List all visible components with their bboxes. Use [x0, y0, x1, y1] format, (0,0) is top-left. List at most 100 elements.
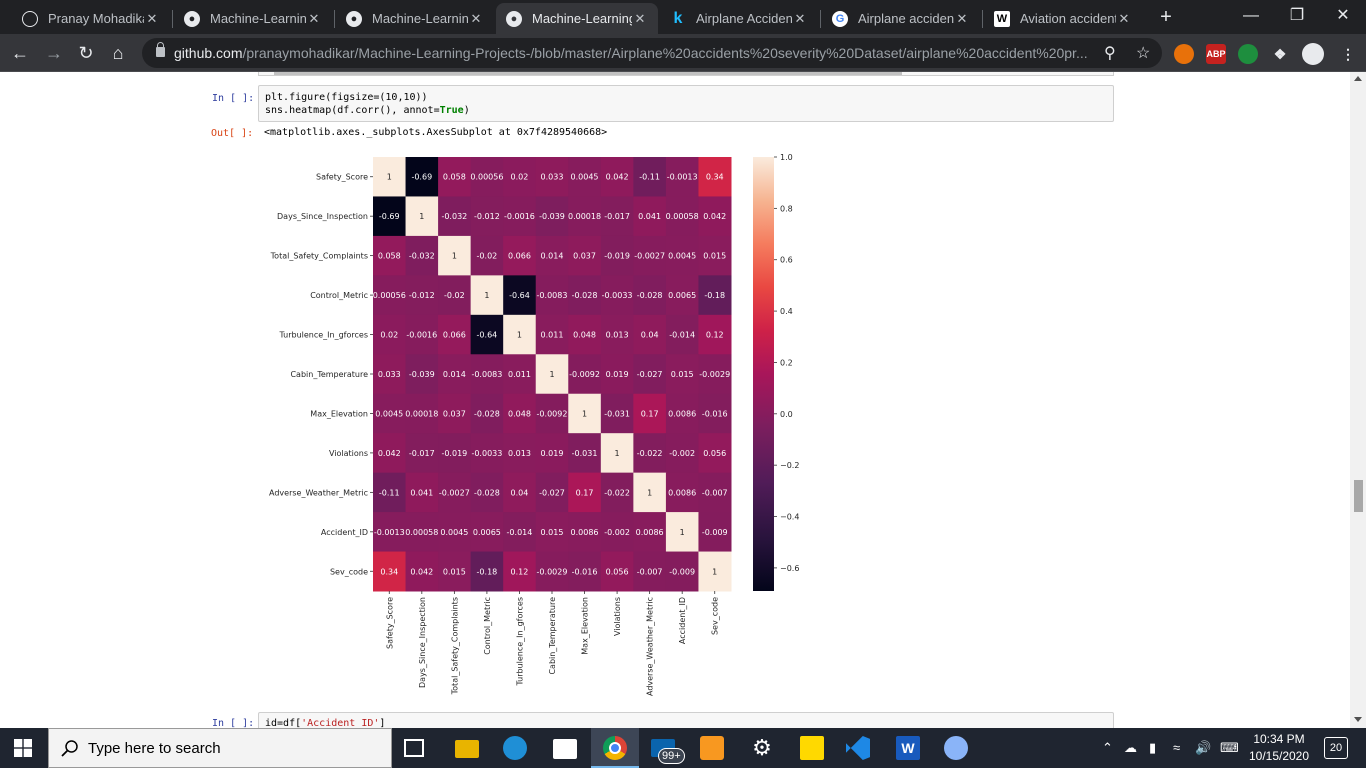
x-tick-label: Cabin_Temperature: [548, 597, 557, 675]
bookmark-star-icon[interactable]: ☆: [1136, 45, 1151, 62]
cell-annotation: -0.69: [379, 212, 400, 221]
menu-kebab-icon[interactable]: ⋮: [1341, 46, 1355, 62]
page-scrollbar[interactable]: [1350, 72, 1366, 728]
zoom-search-icon[interactable]: ⚲: [1104, 45, 1116, 62]
cell-annotation: -0.028: [637, 291, 663, 300]
back-arrow-icon[interactable]: ←: [11, 43, 29, 63]
cell-annotation: -0.028: [474, 488, 500, 497]
battery-icon[interactable]: ▮: [1149, 740, 1157, 755]
windows-taskbar: Type here to search 99+ ⚙ W ⌃ ☁ ▮ ≈ 🔊 ⌨ …: [0, 728, 1366, 768]
minimize-button[interactable]: —: [1243, 7, 1259, 24]
store-icon[interactable]: [553, 739, 577, 759]
notification-center-icon[interactable]: 20: [1324, 737, 1348, 759]
cell-annotation: 0.042: [606, 173, 629, 182]
url-text[interactable]: github.com/pranaymohadikar/Machine-Learn…: [174, 45, 1094, 61]
colorbar-tick-label: 0.8: [780, 204, 793, 213]
chrome-taskbar-button[interactable]: [591, 728, 639, 768]
heatmap-cell: [470, 393, 504, 434]
cell-annotation: 0.34: [706, 173, 724, 182]
cell-annotation: 0.048: [508, 409, 531, 418]
reload-icon[interactable]: ↻: [78, 43, 94, 63]
cell-annotation: 0.0086: [571, 528, 599, 537]
onedrive-icon[interactable]: ☁: [1124, 740, 1137, 755]
heatmap-cell: [698, 314, 732, 355]
tab-6[interactable]: G Airplane accidents ✕: [822, 3, 980, 34]
cell-annotation: 0.00018: [568, 212, 601, 221]
heatmap-cell: [568, 354, 602, 395]
edge-icon[interactable]: [503, 736, 527, 760]
sublime-icon[interactable]: [700, 736, 724, 760]
windows-start-icon[interactable]: [14, 739, 32, 757]
tab-strip: Pranay Mohadikar ✕ ● Machine-Learning ✕ …: [0, 0, 1366, 34]
cell-annotation: -0.039: [409, 370, 435, 379]
tab-1[interactable]: Pranay Mohadikar ✕: [12, 3, 170, 34]
colorbar-tick-label: −0.6: [780, 564, 799, 573]
heatmap-cell: [633, 235, 667, 276]
sticky-notes-icon[interactable]: [800, 736, 824, 760]
heatmap-cell: [503, 551, 537, 592]
avatar[interactable]: [1302, 43, 1324, 65]
heatmap-cell: [698, 393, 732, 434]
close-icon[interactable]: ✕: [794, 10, 806, 26]
close-icon[interactable]: ✕: [470, 10, 482, 26]
task-view-icon[interactable]: [404, 739, 424, 757]
extension-icon[interactable]: [1174, 44, 1194, 64]
close-icon[interactable]: ✕: [956, 10, 968, 26]
wifi-icon[interactable]: ≈: [1173, 740, 1181, 755]
tab-active[interactable]: ● Machine-Learning ✕: [496, 3, 658, 34]
vscode-icon[interactable]: [846, 736, 870, 760]
puzzle-icon[interactable]: ❖: [1273, 46, 1287, 62]
word-icon[interactable]: W: [896, 736, 920, 760]
window-close-button[interactable]: ✕: [1336, 7, 1350, 24]
tab-2[interactable]: ● Machine-Learning ✕: [174, 3, 332, 34]
heatmap-cell: [633, 354, 667, 395]
close-icon[interactable]: ✕: [146, 10, 158, 26]
file-explorer-icon[interactable]: [455, 740, 479, 758]
browser-toolbar: ← → ↻ ⌂ github.com/pranaymohadikar/Machi…: [0, 34, 1366, 72]
x-tick-label: Accident_ID: [678, 597, 687, 644]
tab-3[interactable]: ● Machine-Learning ✕: [336, 3, 494, 34]
x-tick-label: Violations: [613, 597, 622, 636]
forward-arrow-icon[interactable]: →: [45, 43, 63, 63]
cell-annotation: 0.0045: [571, 173, 599, 182]
scroll-down-icon[interactable]: [1354, 717, 1362, 722]
scroll-thumb[interactable]: [1354, 480, 1363, 512]
scroll-up-icon[interactable]: [1354, 76, 1362, 81]
heatmap-cell: [535, 512, 569, 553]
heatmap-cell: [535, 235, 569, 276]
cell-annotation: 0.00018: [405, 409, 438, 418]
cell-annotation: -0.18: [704, 291, 725, 300]
tab-5[interactable]: k Airplane Accidents ✕: [660, 3, 818, 34]
restore-button[interactable]: ❐: [1289, 7, 1305, 24]
clock[interactable]: 10:34 PM 10/15/2020: [1244, 731, 1314, 765]
code-cell[interactable]: id=df['Accident_ID']: [258, 712, 1114, 728]
horizontal-scrollbar[interactable]: [274, 72, 902, 75]
close-icon[interactable]: ✕: [1118, 10, 1130, 26]
code-cell[interactable]: plt.figure(figsize=(10,10)) sns.heatmap(…: [258, 85, 1114, 122]
paint-icon[interactable]: [944, 736, 968, 760]
heatmap-cell: [633, 551, 667, 592]
keyboard-icon[interactable]: ⌨: [1220, 740, 1239, 755]
new-tab-button[interactable]: +: [1160, 6, 1172, 28]
heatmap-cell: [503, 275, 537, 316]
adblock-icon[interactable]: ABP: [1206, 44, 1226, 64]
chevron-up-icon[interactable]: ⌃: [1102, 740, 1113, 755]
close-icon[interactable]: ✕: [308, 10, 320, 26]
close-icon[interactable]: ✕: [634, 10, 646, 26]
taskbar-search-box[interactable]: Type here to search: [48, 728, 392, 768]
cell-annotation: 0.041: [410, 488, 433, 497]
heatmap-cell: [600, 354, 634, 395]
tab-7[interactable]: W Aviation accidents ✕: [984, 3, 1142, 34]
settings-gear-icon[interactable]: ⚙: [752, 735, 772, 760]
tab-divider: [820, 10, 821, 28]
heatmap-cell: [438, 354, 472, 395]
cell-annotation: 0.0045: [375, 409, 403, 418]
cell-annotation: 0.058: [378, 252, 401, 261]
heatmap-cell: [373, 551, 407, 592]
address-bar[interactable]: github.com/pranaymohadikar/Machine-Learn…: [142, 38, 1162, 68]
volume-icon[interactable]: 🔊: [1195, 740, 1212, 755]
heatmap-cell: [600, 472, 634, 513]
heatmap-cell: [535, 472, 569, 513]
home-icon[interactable]: ⌂: [112, 43, 124, 63]
extension-icon[interactable]: [1238, 44, 1258, 64]
